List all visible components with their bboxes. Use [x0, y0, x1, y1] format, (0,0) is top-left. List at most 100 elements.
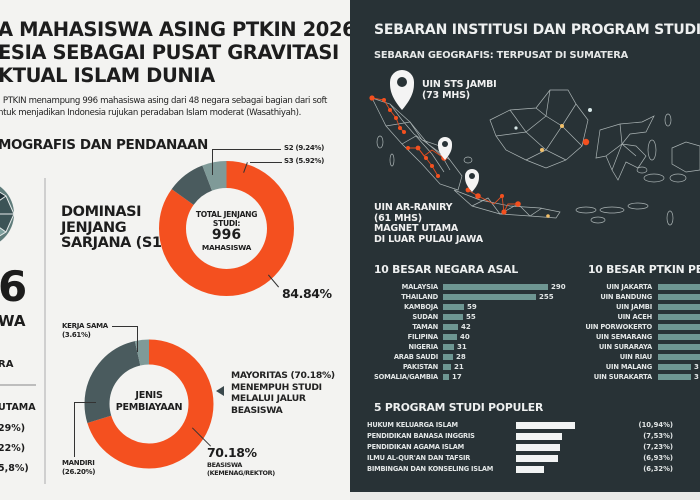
bar — [443, 363, 451, 371]
bar-row: UIN BANDUNG — [580, 292, 700, 302]
bar-label: UIN JAKARTA — [606, 283, 652, 291]
negara-chart-title: 10 BESAR NEGARA ASAL — [374, 263, 519, 276]
bar-value: 31 — [457, 343, 467, 351]
center-value: 996 — [211, 227, 242, 243]
bar-value: 40 — [460, 333, 470, 341]
bar-label: BIMBINGAN DAN KONSELING ISLAM — [367, 465, 494, 473]
page-title: A MAHASISWA ASING PTKIN 2026: ESIA SEBAG… — [0, 18, 350, 87]
bar — [443, 283, 548, 291]
right-subtitle: SEBARAN GEOGRAFIS: TERPUSAT DI SUMATERA — [374, 50, 628, 61]
label-beasiswa-pct: 70.18% — [207, 445, 257, 460]
bar-row: UIN MALANG 3 — [580, 362, 699, 372]
ptkin-chart-title: 10 BESAR PTKIN PEN — [588, 263, 700, 276]
center-label-2: STUDI: — [212, 219, 241, 228]
bar — [516, 444, 560, 451]
bar — [443, 303, 464, 311]
bar-value: 17 — [452, 373, 462, 381]
bar — [658, 323, 700, 331]
right-panel: SEBARAN INSTITUSI DAN PROGRAM STUDI POPU… — [350, 0, 700, 492]
bar — [443, 353, 453, 361]
label-mandiri: MANDIRI (26.20%) — [62, 459, 95, 477]
bar-label: ARAB SAUDI — [393, 353, 438, 361]
bar-label: UIN PORWOKERTO — [585, 323, 652, 331]
bar — [658, 313, 700, 321]
bar-value: 55 — [466, 313, 476, 321]
bar — [658, 303, 700, 311]
total-number: 6 — [0, 262, 28, 311]
bar-row: MALAYSIA 290 — [350, 282, 566, 292]
bar — [516, 433, 562, 440]
bar — [516, 455, 558, 462]
mayoritas-line-1: MAYORITAS (70.18%) — [231, 370, 335, 381]
indonesia-map — [369, 70, 700, 226]
center-unit: MAHASISWA — [201, 243, 252, 252]
bar-label: UIN MALANG — [605, 363, 652, 371]
bar-row: UIN SEMARANG — [580, 332, 700, 342]
bar — [443, 323, 458, 331]
globe-icon — [0, 186, 15, 242]
map-label-raniry: UIN AR-RANIRY (61 MHS) MAGNET UTAMA DI L… — [374, 202, 483, 245]
leader-s2-h — [212, 149, 281, 150]
bar-row: UIN SURARAYA — [580, 342, 700, 352]
bar — [516, 466, 544, 473]
bar-label: FILIPINA — [407, 333, 439, 341]
map-label-jambi-1: UIN STS JAMBI — [422, 79, 497, 90]
bar-label: ILMU AL-QUR'AN DAN TAFSIR — [367, 454, 471, 462]
label-mandiri-2: (26.20%) — [62, 468, 96, 476]
label-s2: S2 (9.24%) — [284, 144, 325, 152]
bar-value: (6,32%) — [643, 465, 673, 473]
bar-value: 28 — [456, 353, 466, 361]
bar-row: ARAB SAUDI 28 — [350, 352, 466, 362]
leader-kerjasama-h — [112, 326, 137, 327]
bar-label: KAMBOJA — [403, 303, 438, 311]
bar-row: UIN ACEH — [580, 312, 700, 322]
subtitle-line-1: : PTKIN menampung 996 mahasiswa asing da… — [0, 96, 328, 106]
label-beasiswa-1: BEASISWA — [207, 461, 243, 469]
bar — [443, 373, 449, 381]
bar-row: PAKISTAN 21 — [350, 362, 464, 372]
bar-value: 21 — [454, 363, 464, 371]
donut-chart-pembiayaan — [84, 339, 214, 469]
bar-row: UIN SURAKARTA 3 — [580, 372, 699, 382]
bar-row: TAMAN 42 — [350, 322, 471, 332]
title-line-1: A MAHASISWA ASING PTKIN 2026: — [0, 18, 350, 41]
bar-row: SOMALIA/GAMBIA 17 — [350, 372, 462, 382]
mayoritas-line-4: BEASISWA — [231, 404, 283, 416]
bar-label: SUDAN — [412, 313, 438, 321]
label-beasiswa: BEASISWA (KEMENAG/REKTOR) — [207, 461, 275, 477]
bar-row: UIN RIAU — [580, 352, 700, 362]
bar-row: UIN PORWOKERTO — [580, 322, 700, 332]
bar — [658, 293, 700, 301]
bar-value: 59 — [467, 303, 477, 311]
dominasi-heading: DOMINASI JENJANG SARJANA (S1) — [61, 204, 168, 252]
bar-value: 42 — [461, 323, 471, 331]
bar-row: SUDAN 55 — [350, 312, 476, 322]
bar-value: (7,23%) — [643, 443, 673, 451]
bar-label: HUKUM KELUARGA ISLAM — [367, 421, 458, 429]
bar — [658, 283, 700, 291]
bar — [658, 353, 700, 361]
mayoritas-callout: MAYORITAS (70.18%) MENEMPUH STUDI MELALU… — [231, 370, 335, 416]
map-pin-icon — [390, 70, 414, 110]
bar — [443, 343, 454, 351]
bar-label: MALAYSIA — [401, 283, 439, 291]
bar-label: SOMALIA/GAMBIA — [374, 373, 438, 381]
bar-label: UIN JAMBI — [616, 303, 652, 311]
divider — [0, 384, 36, 386]
bar-row: UIN JAKARTA — [580, 282, 700, 292]
left-panel: A MAHASISWA ASING PTKIN 2026: ESIA SEBAG… — [0, 18, 350, 484]
bar-label: PENDIDIKAN BANASA INGGRIS — [367, 432, 475, 440]
label-kerjasama-1: KERJA SAMA — [62, 322, 108, 330]
bar-row: UIN JAMBI — [580, 302, 700, 312]
dominasi-line-2: JENJANG — [61, 219, 127, 236]
bar-label: TAMAN — [412, 323, 438, 331]
label-kerjasama: KERJA SAMA (3.61%) — [62, 322, 108, 340]
map-label-jambi-2: (73 MHS) — [422, 89, 470, 101]
bar-row: BIMBINGAN DAN KONSELING ISLAM (6,32%) — [367, 465, 687, 475]
page-subtitle: : PTKIN menampung 996 mahasiswa asing da… — [0, 95, 350, 119]
bar-label: UIN BANDUNG — [600, 293, 652, 301]
center-label-1: TOTAL JENJANG — [195, 210, 258, 219]
bar-value: 290 — [551, 283, 566, 291]
bar-row: PENDIDIKAN AGAMA ISLAM (7,23%) — [367, 443, 687, 453]
mayoritas-line-3: MELALUI JALUR — [231, 393, 306, 404]
